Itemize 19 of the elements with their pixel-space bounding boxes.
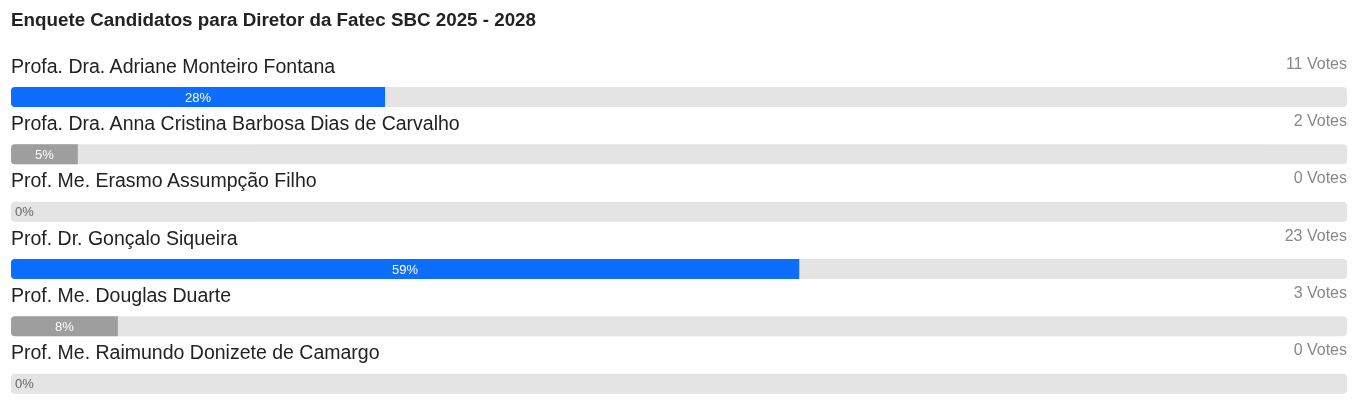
data-label: 5% [35,146,55,162]
data-label: 28% [185,89,212,105]
annotation: 0 Votes [1293,340,1347,361]
annotation: 11 Votes [1285,53,1347,74]
data-label: 8% [55,318,75,334]
annotation: 3 Votes [1293,283,1347,303]
data-label: 0% [15,204,35,220]
data-label: 59% [392,261,419,277]
data-label: 0% [15,376,35,392]
y-tick-label: Prof. Dr. Gonçalo Siqueira [11,226,238,249]
y-tick-label: Prof. Me. Erasmo Assumpção Filho [11,169,317,192]
chart-title: Enquete Candidatos para Diretor da Fatec SBC 2025 - 2028 [11,9,537,31]
y-tick-label: Profa. Dra. Adriane Monteiro Fontana [11,54,336,77]
annotation: 0 Votes [1293,168,1347,189]
annotation: 23 Votes [1284,225,1347,246]
y-tick-label: Prof. Me. Douglas Duarte [11,284,232,306]
y-tick-label: Prof. Me. Raimundo Donizete de Camargo [11,341,380,364]
annotation: 2 Votes [1293,111,1347,131]
y-tick-label: Profa. Dra. Anna Cristina Barbosa Dias de Carvalho [11,112,460,134]
